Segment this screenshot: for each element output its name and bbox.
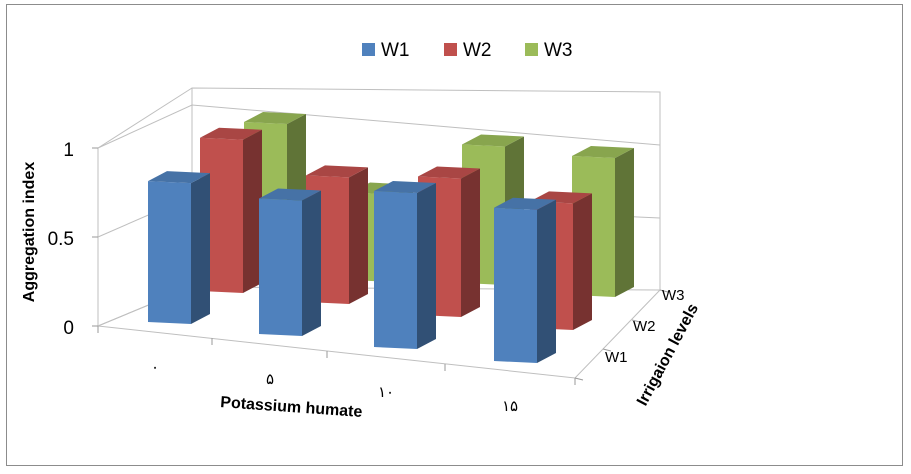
x-tick-15: ۱۵ (502, 398, 518, 415)
y-tick-05: 0.5 (48, 229, 74, 250)
x-axis-ticks (97, 326, 576, 385)
bar-top (200, 127, 262, 140)
bar-top (572, 145, 634, 158)
y-tick-1: 1 (63, 140, 74, 161)
legend-swatch-w3 (525, 43, 538, 56)
bar-w2-cat0 (200, 127, 262, 293)
bar-front (200, 137, 243, 293)
bar-top (244, 112, 306, 125)
x-tick-10: ۱۰ (378, 384, 394, 401)
bar-top (148, 171, 210, 184)
z-axis-ticks (574, 289, 669, 381)
y-axis-ticks (92, 147, 98, 327)
y-tick-0: 0 (63, 318, 74, 339)
bar-side (243, 129, 262, 293)
bar-w1-cat0 (148, 171, 210, 324)
bar-top (306, 165, 368, 178)
x-tick-0: ۰ (151, 359, 159, 376)
bar-side (573, 193, 592, 330)
bar-front (374, 191, 417, 349)
bar-top (494, 197, 556, 210)
bar-front (148, 181, 191, 324)
bar-side (615, 147, 634, 297)
bar-w1-cat1 (259, 188, 321, 336)
legend-swatch-w1 (362, 43, 375, 56)
legend-label-w3: W3 (544, 40, 573, 61)
bar-w1-cat2 (374, 181, 436, 349)
y-axis-title: Aggregation index (21, 162, 38, 303)
bar-top (259, 188, 321, 201)
bars-group (148, 112, 634, 363)
bar-side (417, 183, 436, 349)
z-tick-w2: W2 (633, 318, 656, 335)
bar-front (494, 207, 537, 363)
bar-side (537, 199, 556, 363)
legend-swatch-w2 (444, 43, 457, 56)
bar-top (418, 166, 480, 179)
legend-label-w2: W2 (463, 40, 492, 61)
gridline-1 (97, 104, 661, 149)
z-tick-w1: W1 (605, 349, 628, 366)
bar-front (259, 198, 302, 336)
bar-top (462, 134, 524, 147)
legend-label-w1: W1 (381, 40, 410, 61)
z-tick-w3: W3 (662, 287, 685, 304)
bar-w1-cat3 (494, 197, 556, 363)
legend: W1 W2 W3 (362, 40, 573, 61)
bar-top (374, 181, 436, 193)
bar-side (302, 190, 321, 336)
bar-side (461, 168, 480, 317)
bar-side (349, 167, 368, 304)
bar-side (191, 173, 210, 324)
x-axis-title: Potassium humate (220, 394, 363, 421)
x-tick-5: ۵ (266, 371, 274, 388)
